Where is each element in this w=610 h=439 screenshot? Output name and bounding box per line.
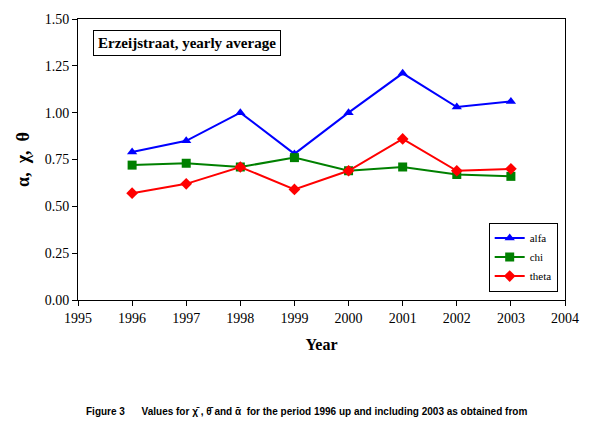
- svg-text:α, χ, θ: α, χ, θ: [13, 132, 33, 187]
- svg-text:2001: 2001: [389, 311, 417, 326]
- svg-text:Figure 3 Values for χ̄ ,: Figure 3 Values for χ̄ , θ̄ and ᾱ for th…: [86, 406, 527, 417]
- svg-text:Year: Year: [306, 336, 338, 353]
- svg-text:2004: 2004: [551, 311, 579, 326]
- svg-text:1.50: 1.50: [45, 12, 70, 27]
- svg-text:2002: 2002: [443, 311, 471, 326]
- svg-text:theta: theta: [530, 270, 551, 282]
- svg-text:Erzeijstraat, yearly average: Erzeijstraat, yearly average: [98, 35, 276, 51]
- svg-text:chi: chi: [530, 251, 543, 263]
- svg-text:1998: 1998: [226, 311, 254, 326]
- svg-text:2003: 2003: [497, 311, 525, 326]
- svg-text:1.00: 1.00: [45, 106, 70, 121]
- svg-text:0.00: 0.00: [45, 293, 70, 308]
- svg-text:1995: 1995: [64, 311, 92, 326]
- svg-text:alfa: alfa: [530, 232, 547, 244]
- svg-text:2000: 2000: [335, 311, 363, 326]
- svg-text:1.25: 1.25: [45, 59, 70, 74]
- svg-text:0.25: 0.25: [45, 246, 70, 261]
- svg-text:0.50: 0.50: [45, 199, 70, 214]
- svg-text:0.75: 0.75: [45, 152, 70, 167]
- svg-text:1999: 1999: [280, 311, 308, 326]
- svg-text:1997: 1997: [172, 311, 200, 326]
- svg-text:1996: 1996: [118, 311, 146, 326]
